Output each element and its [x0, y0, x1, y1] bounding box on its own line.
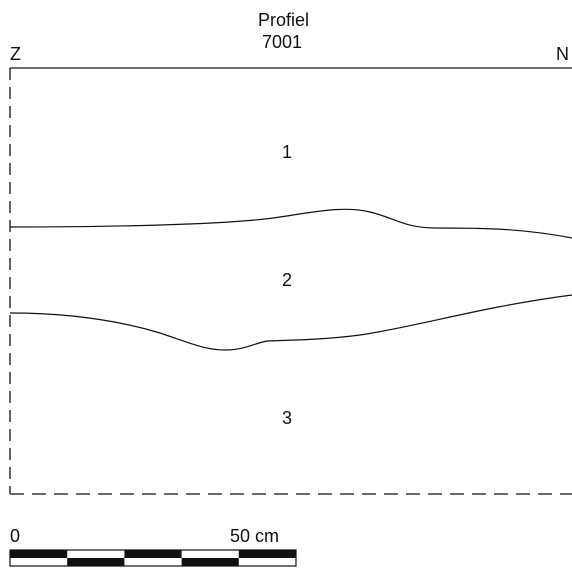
- layer-boundary-2-3: [9, 294, 572, 351]
- orientation-right-label: N: [556, 44, 569, 64]
- layer-label-3: 3: [282, 408, 293, 428]
- layer-label-1: 1: [282, 142, 293, 162]
- scale-bar: [9, 549, 297, 567]
- layer-boundary-1-2: [9, 208, 572, 239]
- scale-start-label: 0: [10, 526, 21, 546]
- scale-end-label: 50 cm: [230, 526, 280, 546]
- layer-label-2: 2: [282, 270, 293, 290]
- profile-title-line1: Profiel: [258, 10, 310, 30]
- profile-title-line2: 7001: [262, 32, 303, 52]
- orientation-left-label: Z: [10, 44, 21, 64]
